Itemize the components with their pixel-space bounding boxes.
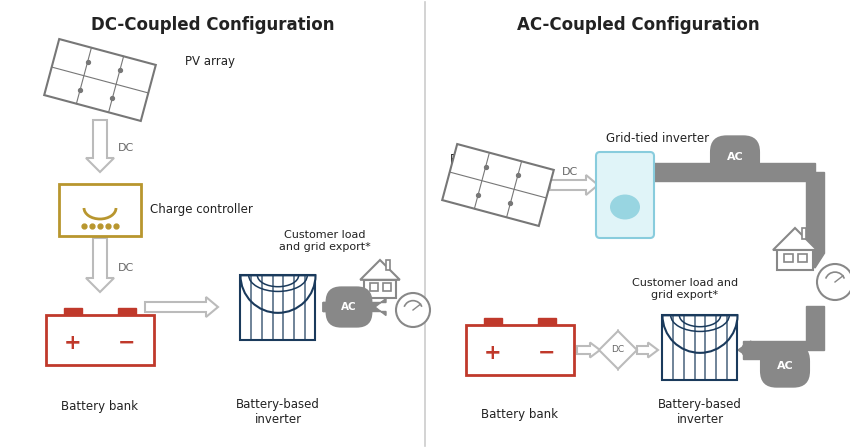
- Text: DC: DC: [562, 167, 578, 177]
- Polygon shape: [323, 298, 386, 315]
- Polygon shape: [550, 175, 598, 195]
- Text: Battery-based
inverter: Battery-based inverter: [658, 398, 742, 426]
- Bar: [466, 325, 574, 375]
- FancyBboxPatch shape: [596, 152, 654, 238]
- Text: AC: AC: [777, 361, 793, 371]
- Bar: [798, 254, 808, 262]
- Ellipse shape: [610, 194, 640, 220]
- Text: AC-Coupled Configuration: AC-Coupled Configuration: [517, 16, 759, 34]
- Bar: [382, 284, 391, 291]
- Bar: [370, 284, 378, 291]
- Bar: [802, 228, 806, 239]
- Polygon shape: [360, 260, 399, 280]
- Polygon shape: [44, 39, 156, 121]
- Polygon shape: [599, 331, 637, 369]
- Bar: [784, 254, 793, 262]
- Polygon shape: [442, 144, 554, 226]
- Bar: [650, 163, 815, 181]
- Polygon shape: [86, 120, 114, 172]
- Wedge shape: [662, 315, 738, 353]
- Text: +: +: [65, 333, 82, 353]
- Polygon shape: [637, 343, 658, 358]
- Bar: [662, 315, 738, 379]
- Text: DC: DC: [611, 345, 625, 354]
- Text: PV array: PV array: [185, 56, 235, 69]
- Bar: [743, 341, 806, 359]
- Polygon shape: [86, 238, 114, 292]
- Bar: [387, 260, 390, 270]
- Bar: [46, 315, 154, 365]
- Text: Customer load
and grid export*: Customer load and grid export*: [279, 230, 371, 252]
- Polygon shape: [773, 228, 817, 250]
- Text: AC: AC: [727, 152, 744, 162]
- Bar: [538, 318, 556, 326]
- Bar: [118, 308, 136, 316]
- Text: DC-Coupled Configuration: DC-Coupled Configuration: [91, 16, 335, 34]
- Text: Battery bank: Battery bank: [61, 400, 139, 413]
- Wedge shape: [241, 276, 315, 313]
- Circle shape: [396, 293, 430, 327]
- Text: Battery bank: Battery bank: [481, 408, 558, 421]
- Text: DC: DC: [118, 263, 134, 273]
- Text: Charge controller: Charge controller: [150, 203, 252, 216]
- Bar: [241, 276, 315, 340]
- Circle shape: [817, 264, 850, 300]
- Bar: [806, 306, 824, 350]
- Bar: [484, 318, 502, 326]
- Bar: [59, 184, 141, 236]
- Text: +: +: [484, 343, 501, 363]
- Text: PV array: PV array: [450, 154, 500, 167]
- Text: −: −: [538, 343, 556, 363]
- Polygon shape: [738, 341, 751, 359]
- Text: Grid-tied inverter: Grid-tied inverter: [606, 132, 709, 145]
- Bar: [806, 172, 824, 253]
- Bar: [777, 250, 813, 270]
- Bar: [64, 308, 82, 316]
- Polygon shape: [145, 297, 218, 317]
- Polygon shape: [577, 343, 600, 358]
- Text: Battery-based
inverter: Battery-based inverter: [236, 398, 320, 426]
- Text: Customer load and
grid export*: Customer load and grid export*: [632, 278, 738, 300]
- Polygon shape: [323, 298, 375, 315]
- Text: AC: AC: [341, 302, 357, 312]
- Text: −: −: [118, 333, 136, 353]
- Polygon shape: [806, 248, 824, 268]
- Text: DC: DC: [118, 143, 134, 153]
- Bar: [364, 280, 396, 298]
